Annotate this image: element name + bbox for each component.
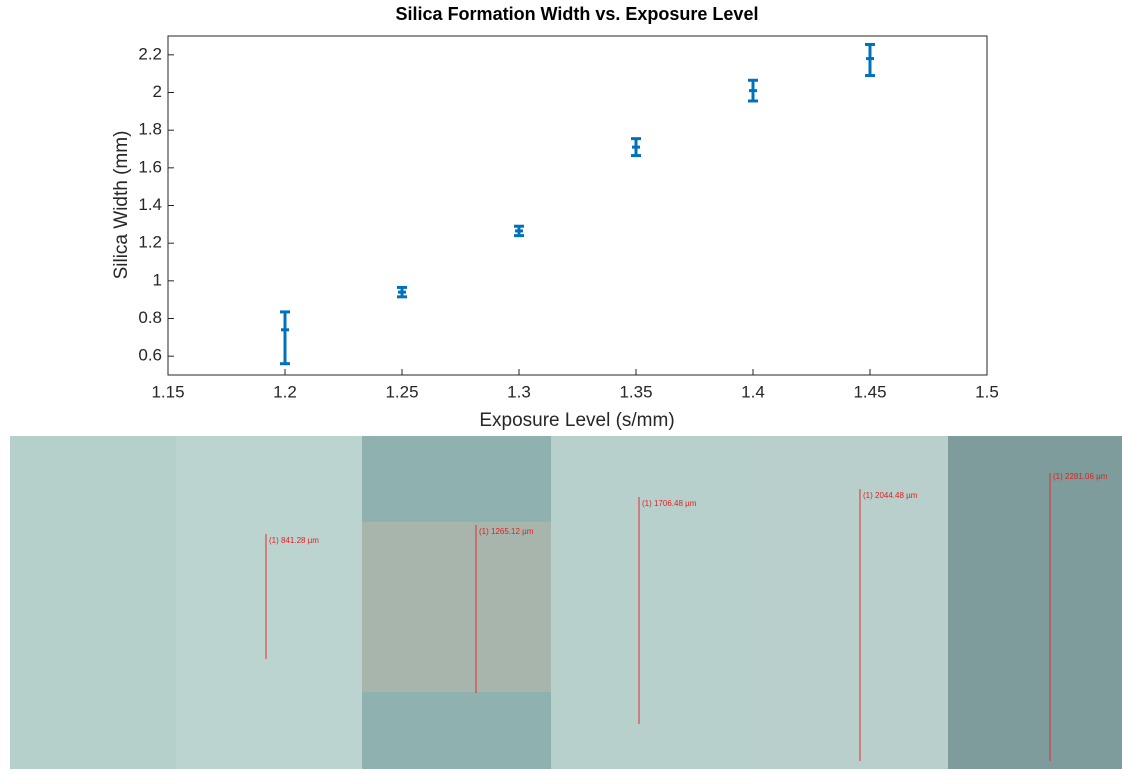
error-bar [865, 42, 875, 78]
error-bar [748, 78, 758, 103]
micrograph [176, 436, 362, 769]
micrograph-strip: (1) 841.28 µm (1) 1265.12 µm (1) 1706.48… [10, 436, 1122, 769]
x-tick-label: 1.45 [853, 382, 886, 401]
x-tick-label: 1.25 [385, 382, 418, 401]
measure-label: (1) 841.28 µm [269, 536, 319, 545]
measure-label: (1) 1265.12 µm [479, 527, 534, 536]
y-tick-label: 0.8 [138, 308, 162, 327]
micrograph [948, 436, 1122, 769]
y-tick-label: 1.4 [138, 195, 162, 214]
plot-frame [167, 35, 988, 376]
error-bar [397, 285, 407, 299]
x-axis-label: Exposure Level (s/mm) [479, 410, 674, 431]
measure-label: (1) 2281.06 µm [1053, 472, 1108, 481]
x-tick-label: 1.5 [975, 382, 999, 401]
y-tick-label: 2 [153, 82, 162, 101]
y-tick-label: 0.6 [138, 346, 162, 365]
micrograph [551, 436, 750, 769]
y-tick-label: 2.2 [138, 44, 162, 63]
error-bar [514, 224, 524, 238]
x-tick-label: 1.35 [619, 382, 652, 401]
y-axis-label: Silica Width (mm) [111, 131, 132, 280]
measure-label: (1) 2044.48 µm [863, 491, 918, 500]
x-tick-label: 1.3 [507, 382, 531, 401]
chart-title: Silica Formation Width vs. Exposure Leve… [396, 4, 759, 24]
micrograph [750, 436, 948, 769]
x-tick-label: 1.4 [741, 382, 765, 401]
measure-label: (1) 1706.48 µm [642, 499, 697, 508]
error-bar [631, 137, 641, 158]
x-tick-label: 1.15 [151, 382, 184, 401]
micrograph [10, 436, 176, 769]
y-tick-label: 1 [153, 270, 162, 289]
y-tick-label: 1.6 [138, 157, 162, 176]
error-bar [280, 310, 290, 366]
micrograph-band [362, 522, 551, 692]
y-tick-label: 1.8 [138, 120, 162, 139]
y-tick-label: 1.2 [138, 233, 162, 252]
x-tick-label: 1.2 [273, 382, 297, 401]
